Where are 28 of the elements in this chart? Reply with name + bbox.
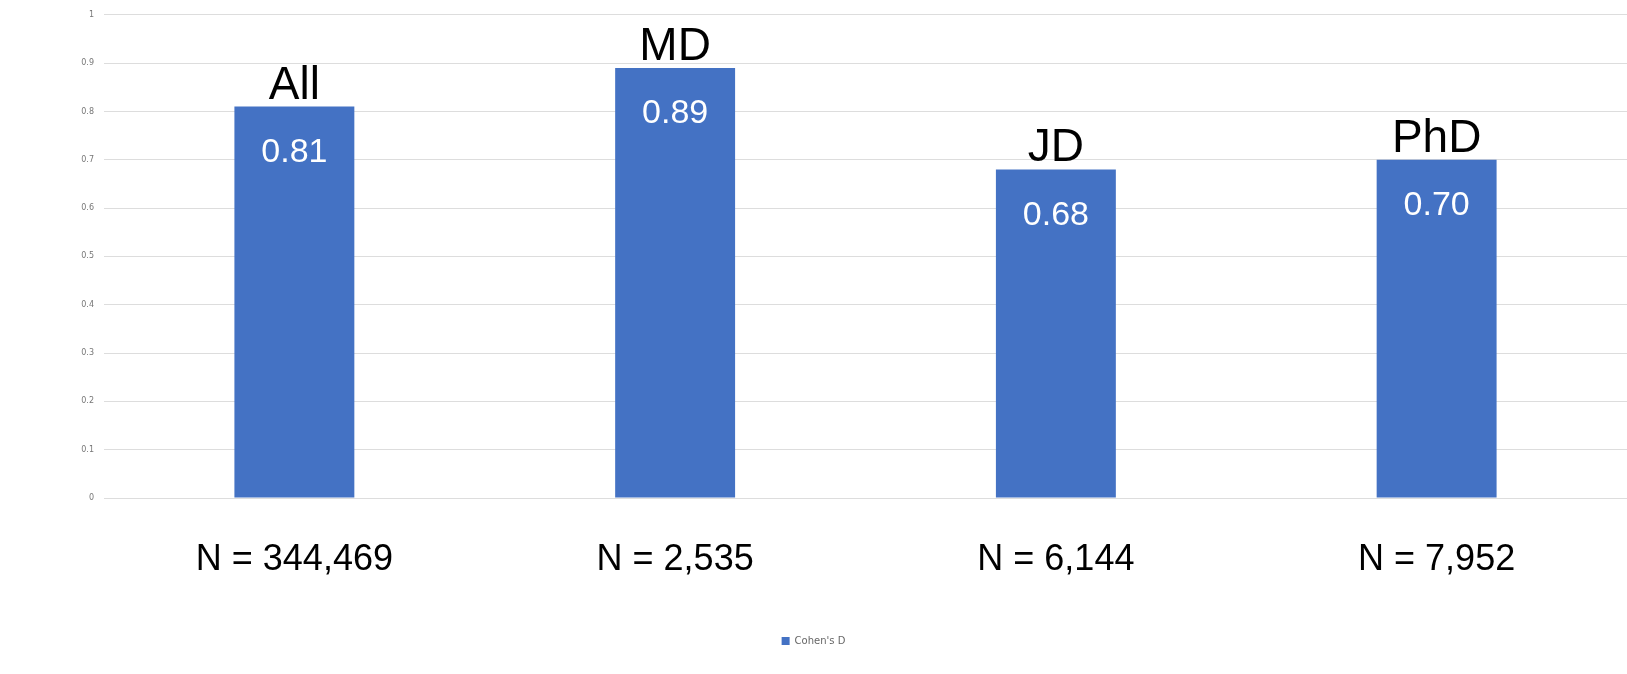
y-tick-label: 0.4 bbox=[81, 299, 94, 309]
text: N = 7,952 bbox=[1358, 536, 1516, 578]
y-tick-label: 0.1 bbox=[81, 444, 94, 454]
bar bbox=[615, 67, 736, 498]
y-tick-label: 0.5 bbox=[81, 251, 94, 261]
text: N = 2,535 bbox=[596, 536, 754, 578]
text: N = 344,469 bbox=[195, 536, 393, 578]
y-tick-label: 0.2 bbox=[81, 396, 94, 406]
y-tick-label: 0.3 bbox=[81, 348, 94, 358]
x-tick-label: All bbox=[268, 56, 320, 109]
text: N = 6,144 bbox=[977, 536, 1135, 578]
data-label: 0.68 bbox=[1022, 193, 1089, 232]
x-tick-label: JD bbox=[1027, 119, 1084, 172]
data-label: 0.81 bbox=[261, 130, 328, 169]
y-tick-label: 0.6 bbox=[81, 203, 94, 213]
bar bbox=[995, 169, 1116, 498]
x-tick-label: MD bbox=[639, 17, 711, 70]
bar bbox=[234, 106, 355, 498]
x-tick-label: PhD bbox=[1391, 109, 1482, 162]
y-tick-label: 0 bbox=[88, 493, 94, 503]
data-label: 0.89 bbox=[642, 92, 709, 131]
y-tick-label: 0.8 bbox=[81, 106, 94, 116]
y-tick-label: 0.7 bbox=[81, 154, 94, 164]
data-label: 0.70 bbox=[1403, 184, 1470, 223]
y-tick-label: 0.9 bbox=[81, 58, 94, 68]
y-tick-label: 1 bbox=[88, 9, 94, 19]
bar bbox=[1376, 159, 1497, 498]
legend-label: Cohen's D bbox=[794, 634, 846, 646]
